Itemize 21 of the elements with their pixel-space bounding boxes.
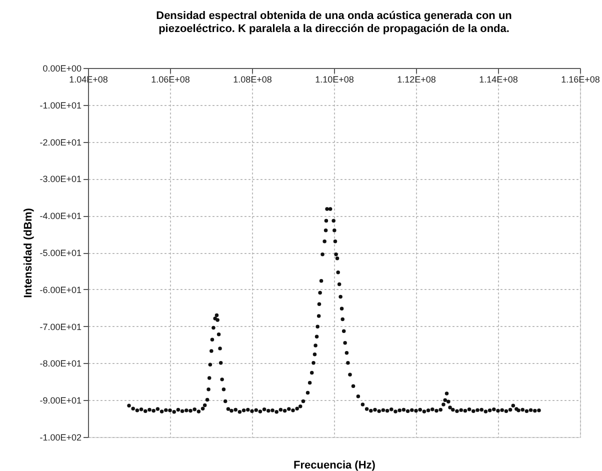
y-tick-label: -7.00E+01 <box>40 322 82 332</box>
y-tick-label: 0.00E+00 <box>42 64 82 74</box>
x-tick-label: 1.14E+08 <box>479 74 518 84</box>
y-tick-label: -1.00E+01 <box>40 100 82 110</box>
x-tick-label: 1.10E+08 <box>315 74 354 84</box>
y-tick-label: -9.00E+01 <box>40 396 82 406</box>
y-tick-label: -8.00E+01 <box>40 358 82 369</box>
x-tick-label: 1.08E+08 <box>233 74 272 84</box>
y-tick-label: -6.00E+01 <box>40 284 82 295</box>
x-tick-label: 1.12E+08 <box>397 74 436 84</box>
text: piezoeléctrico. K paralela a la dirección de propagación de la onda. <box>158 23 510 35</box>
y-tick-label: -3.00E+01 <box>40 174 82 184</box>
x-tick-label: 1.06E+08 <box>151 74 190 84</box>
y-tick-label: -5.00E+01 <box>40 248 82 258</box>
x-axis-title: Frecuencia (Hz) <box>294 460 376 471</box>
y-axis-title: Intensidad (dBm) <box>22 208 35 298</box>
text: Densidad espectral obtenida de una onda acústica generada con un <box>156 10 512 22</box>
y-tick-label: -2.00E+01 <box>40 137 82 148</box>
y-tick-label: -1.00E+02 <box>40 432 82 442</box>
y-tick-label: -4.00E+01 <box>40 211 82 222</box>
x-tick-label: 1.16E+08 <box>561 74 600 84</box>
